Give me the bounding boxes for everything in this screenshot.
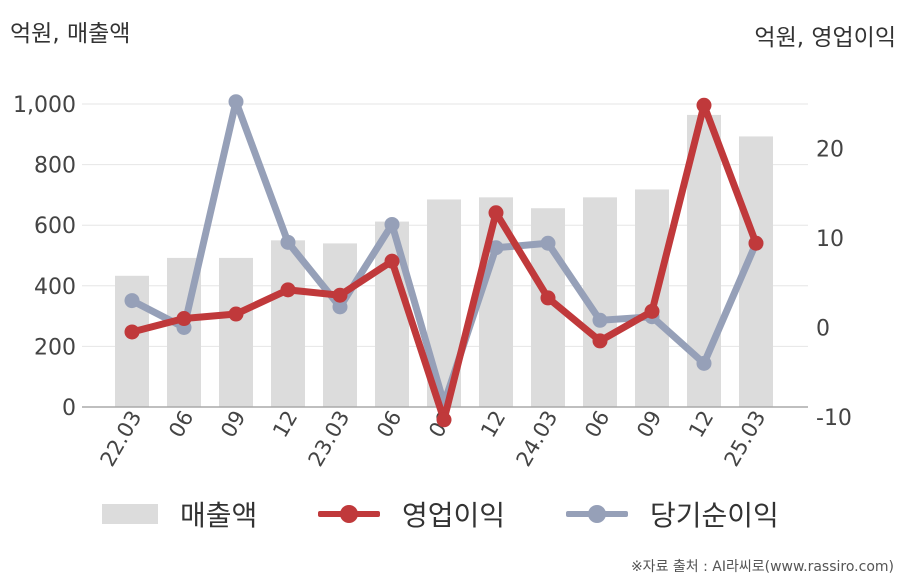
net-income-point — [332, 299, 348, 315]
revenue-bar — [219, 257, 253, 407]
net-income-point — [228, 94, 244, 110]
right-tick-label: 20 — [816, 137, 844, 162]
x-tick-label: 25.03 — [719, 407, 770, 471]
left-tick-label: 600 — [34, 214, 76, 239]
revenue-bars — [115, 114, 773, 408]
left-axis-unit-label: 억원, 매출액 — [10, 21, 131, 47]
x-tick-label: 22.03 — [95, 407, 146, 471]
left-tick-label: 0 — [62, 396, 76, 421]
operating-profit-point — [176, 311, 192, 327]
net-income-point — [488, 240, 504, 256]
x-tick-label: 06 — [164, 407, 198, 442]
operating-profit-point — [748, 235, 764, 251]
legend-item-net-income: 당기순이익 — [566, 494, 779, 534]
left-tick-label: 1,000 — [13, 93, 76, 118]
legend-label-revenue: 매출액 — [180, 499, 258, 532]
operating-profit-point — [644, 303, 660, 319]
net-income-point — [696, 355, 712, 371]
operating-profit-series — [124, 97, 764, 428]
x-tick-label: 24.03 — [511, 407, 562, 471]
net-income-point — [124, 293, 140, 309]
legend-swatch-operating-profit — [318, 504, 380, 524]
x-tick-label: 12 — [684, 407, 718, 442]
x-tick-label: 09 — [632, 407, 666, 442]
right-tick-label: 0 — [816, 316, 830, 341]
net-income-point — [280, 234, 296, 250]
x-tick-label: 09 — [216, 407, 250, 442]
operating-profit-point — [280, 282, 296, 298]
source-credit: ※자료 출처 : AI라씨로(www.rassiro.com) — [630, 559, 894, 575]
revenue-bar — [323, 243, 357, 407]
operating-profit-point — [488, 205, 504, 221]
left-axis-ticks: 0 200 400 600 800 1,000 — [13, 93, 76, 421]
legend-swatch-revenue — [102, 504, 158, 524]
revenue-bar — [271, 240, 305, 407]
right-axis-ticks: -10 0 10 20 — [816, 137, 852, 431]
operating-profit-point — [384, 253, 400, 269]
legend-label-net-income: 당기순이익 — [650, 499, 779, 532]
legend-swatch-net-income — [566, 504, 628, 524]
operating-profit-point — [696, 97, 712, 113]
left-tick-label: 400 — [34, 275, 76, 300]
x-tick-label: 06 — [580, 407, 614, 442]
operating-profit-point — [124, 324, 140, 340]
legend-item-revenue: 매출액 — [102, 494, 257, 534]
right-tick-label: -10 — [816, 406, 852, 431]
legend: 매출액 영업이익 당기순이익 — [0, 494, 908, 534]
net-income-point — [384, 216, 400, 232]
operating-profit-point — [540, 290, 556, 306]
left-tick-label: 200 — [34, 335, 76, 360]
right-axis-unit-label: 억원, 영업이익 — [754, 25, 896, 51]
operating-profit-point — [228, 306, 244, 322]
x-tick-label: 12 — [268, 407, 302, 442]
operating-profit-point — [332, 287, 348, 303]
left-tick-label: 800 — [34, 154, 76, 179]
legend-item-operating-profit: 영업이익 — [318, 494, 505, 534]
x-tick-label: 06 — [372, 407, 406, 442]
right-tick-label: 10 — [816, 227, 844, 252]
operating-profit-point — [436, 412, 452, 428]
x-tick-label: 12 — [476, 407, 510, 442]
x-tick-label: 23.03 — [303, 407, 354, 471]
net-income-point — [592, 312, 608, 328]
legend-label-operating-profit: 영업이익 — [402, 499, 506, 532]
operating-profit-point — [592, 333, 608, 349]
net-income-point — [540, 235, 556, 251]
